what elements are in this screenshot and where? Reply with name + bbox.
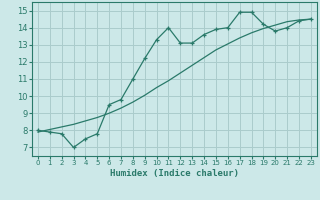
X-axis label: Humidex (Indice chaleur): Humidex (Indice chaleur) <box>110 169 239 178</box>
